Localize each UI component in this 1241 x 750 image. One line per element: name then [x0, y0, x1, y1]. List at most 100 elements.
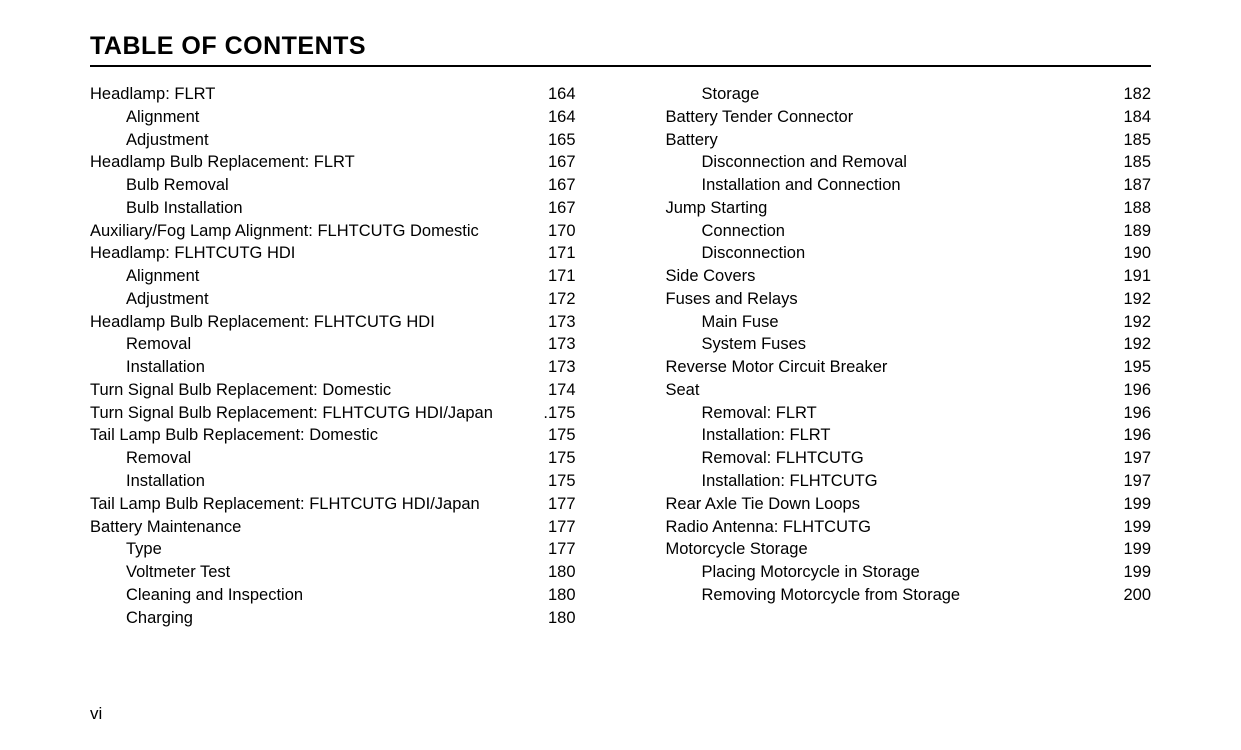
toc-entry-label: Rear Axle Tie Down Loops: [666, 493, 860, 516]
toc-entry-page: 199: [1123, 493, 1151, 516]
toc-entry-label: Removal: FLRT: [666, 402, 817, 425]
toc-row: Headlamp Bulb Replacement: FLHTCUTG HDI 1…: [90, 311, 576, 334]
toc-row: Turn Signal Bulb Replacement: FLHTCUTG H…: [90, 402, 576, 425]
toc-entry-label: Installation: [90, 356, 205, 379]
toc-row: Tail Lamp Bulb Replacement: FLHTCUTG HDI…: [90, 493, 576, 516]
toc-entry-page: 196: [1123, 402, 1151, 425]
toc-entry-label: Bulb Removal: [90, 174, 229, 197]
toc-entry-label: Installation: FLHTCUTG: [666, 470, 878, 493]
toc-entry-page: 196: [1123, 379, 1151, 402]
toc-entry-page: 197: [1123, 470, 1151, 493]
toc-entry-label: Disconnection: [666, 242, 806, 265]
toc-entry-label: Motorcycle Storage: [666, 538, 808, 561]
toc-row: Removal: FLRT 196: [666, 402, 1152, 425]
toc-row: Removal 173: [90, 333, 576, 356]
toc-row: Auxiliary/Fog Lamp Alignment: FLHTCUTG D…: [90, 220, 576, 243]
toc-row: Battery185: [666, 129, 1152, 152]
toc-row: Rear Axle Tie Down Loops 199: [666, 493, 1152, 516]
toc-entry-page: 177: [548, 538, 576, 561]
toc-row: Placing Motorcycle in Storage 199: [666, 561, 1152, 584]
toc-entry-page: 180: [548, 584, 576, 607]
toc-entry-label: Removal: [90, 333, 191, 356]
toc-entry-page: 164: [548, 83, 576, 106]
toc-row: Reverse Motor Circuit Breaker195: [666, 356, 1152, 379]
toc-entry-page: 175: [548, 424, 576, 447]
toc-row: Battery Tender Connector184: [666, 106, 1152, 129]
toc-entry-label: System Fuses: [666, 333, 807, 356]
toc-row: Disconnection 190: [666, 242, 1152, 265]
toc-entry-label: Seat: [666, 379, 700, 402]
toc-entry-label: Placing Motorcycle in Storage: [666, 561, 920, 584]
toc-entry-label: Headlamp Bulb Replacement: FLRT: [90, 151, 355, 174]
toc-row: Removal: FLHTCUTG197: [666, 447, 1152, 470]
toc-entry-page: 188: [1123, 197, 1151, 220]
toc-row: Seat 196: [666, 379, 1152, 402]
toc-entry-page: 191: [1123, 265, 1151, 288]
toc-row: Motorcycle Storage 199: [666, 538, 1152, 561]
toc-entry-label: Adjustment: [90, 129, 209, 152]
page-title: TABLE OF CONTENTS: [90, 32, 1151, 67]
toc-row: Tail Lamp Bulb Replacement: Domestic175: [90, 424, 576, 447]
toc-entry-page: 164: [548, 106, 576, 129]
toc-entry-label: Radio Antenna: FLHTCUTG: [666, 516, 871, 539]
toc-entry-label: Installation: FLRT: [666, 424, 831, 447]
toc-entry-page: 170: [548, 220, 576, 243]
toc-entry-label: Adjustment: [90, 288, 209, 311]
toc-column-left: Headlamp: FLRT164Alignment164Adjustment1…: [90, 83, 576, 629]
toc-row: Main Fuse192: [666, 311, 1152, 334]
toc-row: Adjustment165: [90, 129, 576, 152]
toc-entry-page: 180: [548, 561, 576, 584]
toc-row: Headlamp: FLRT164: [90, 83, 576, 106]
toc-entry-page: 184: [1123, 106, 1151, 129]
toc-entry-page: 175: [548, 447, 576, 470]
toc-entry-label: Connection: [666, 220, 785, 243]
toc-entry-label: Battery Maintenance: [90, 516, 241, 539]
toc-entry-label: Auxiliary/Fog Lamp Alignment: FLHTCUTG D…: [90, 220, 479, 243]
toc-row: Fuses and Relays192: [666, 288, 1152, 311]
toc-entry-page: 185: [1123, 129, 1151, 152]
toc-entry-page: .175: [543, 402, 575, 425]
toc-entry-label: Jump Starting: [666, 197, 768, 220]
toc-row: Connection189: [666, 220, 1152, 243]
toc-row: Jump Starting 188: [666, 197, 1152, 220]
toc-entry-label: Charging: [90, 607, 193, 630]
toc-row: Headlamp: FLHTCUTG HDI171: [90, 242, 576, 265]
toc-entry-page: 199: [1123, 561, 1151, 584]
toc-row: Disconnection and Removal185: [666, 151, 1152, 174]
toc-entry-page: 171: [548, 265, 576, 288]
toc-entry-page: 182: [1123, 83, 1151, 106]
toc-row: Installation and Connection 187: [666, 174, 1152, 197]
toc-entry-label: Installation: [90, 470, 205, 493]
toc-entry-page: 167: [548, 174, 576, 197]
toc-entry-page: 185: [1123, 151, 1151, 174]
toc-row: Installation: FLRT196: [666, 424, 1152, 447]
toc-entry-label: Turn Signal Bulb Replacement: Domestic: [90, 379, 391, 402]
toc-row: Alignment171: [90, 265, 576, 288]
toc-entry-page: 167: [548, 197, 576, 220]
toc-entry-label: Type: [90, 538, 162, 561]
toc-row: Alignment 164: [90, 106, 576, 129]
toc-entry-page: 199: [1123, 538, 1151, 561]
toc-row: Bulb Installation 167: [90, 197, 576, 220]
toc-row: Turn Signal Bulb Replacement: Domestic17…: [90, 379, 576, 402]
toc-entry-page: 173: [548, 333, 576, 356]
toc-entry-label: Voltmeter Test: [90, 561, 230, 584]
toc-row: Voltmeter Test 180: [90, 561, 576, 584]
toc-row: Side Covers191: [666, 265, 1152, 288]
toc-row: Removal175: [90, 447, 576, 470]
toc-entry-page: 199: [1123, 516, 1151, 539]
toc-entry-page: 187: [1123, 174, 1151, 197]
toc-entry-label: Headlamp Bulb Replacement: FLHTCUTG HDI: [90, 311, 435, 334]
toc-row: Removing Motorcycle from Storage200: [666, 584, 1152, 607]
toc-entry-label: Alignment: [90, 106, 199, 129]
toc-entry-label: Installation and Connection: [666, 174, 901, 197]
toc-entry-page: 190: [1123, 242, 1151, 265]
toc-row: Installation175: [90, 470, 576, 493]
toc-entry-page: 173: [548, 311, 576, 334]
toc-entry-label: Bulb Installation: [90, 197, 243, 220]
toc-entry-page: 192: [1123, 333, 1151, 356]
toc-columns: Headlamp: FLRT164Alignment164Adjustment1…: [90, 83, 1151, 629]
toc-entry-label: Turn Signal Bulb Replacement: FLHTCUTG H…: [90, 402, 493, 425]
toc-row: Radio Antenna: FLHTCUTG 199: [666, 516, 1152, 539]
toc-entry-label: Fuses and Relays: [666, 288, 798, 311]
